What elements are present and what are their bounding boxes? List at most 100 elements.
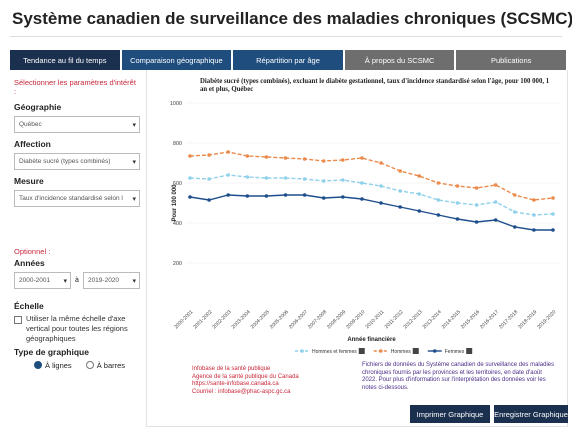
- data-point: [264, 176, 269, 180]
- data-point: [321, 159, 326, 163]
- checkbox[interactable]: [14, 316, 22, 324]
- data-point: [226, 173, 231, 177]
- select[interactable]: Québec: [14, 116, 140, 133]
- chart-title: Diabète sucré (types combinés), excluant…: [200, 78, 550, 93]
- x-tick-label: 2002-2003: [211, 309, 232, 330]
- data-point: [245, 175, 250, 179]
- data-point: [207, 153, 211, 157]
- data-point: [283, 176, 288, 180]
- series-line: [189, 194, 553, 231]
- label: Années: [14, 258, 45, 268]
- checkbox-row[interactable]: Utiliser la même échelle d'axe vertical …: [14, 314, 140, 344]
- data-point: [283, 193, 288, 197]
- select-value: Québec: [19, 121, 42, 128]
- x-tick-label: 2009-2010: [345, 309, 366, 330]
- x-tick-label: 2013-2014: [422, 309, 443, 330]
- data-point: [379, 201, 383, 205]
- source: Infobase de la santé publique Agence de …: [192, 366, 342, 396]
- data-point: [360, 197, 364, 201]
- data-point: [264, 155, 269, 159]
- select[interactable]: 2019-2020: [82, 272, 140, 289]
- x-tick-label: 2014-2015: [441, 309, 462, 330]
- data-point: [226, 150, 231, 154]
- y-tick-label: 200: [173, 261, 182, 267]
- data-point: [379, 161, 383, 165]
- button[interactable]: Imprimer Graphique: [410, 405, 490, 423]
- chart-title-box: Diabète sucré (types combinés), excluant…: [200, 78, 550, 93]
- source-line: Courriel : infobase@phac-aspc.gc.ca: [192, 388, 291, 395]
- data-point: [302, 177, 307, 181]
- data-point: [188, 195, 192, 199]
- legend-toggle[interactable]: [358, 348, 365, 354]
- radio[interactable]: À lignes: [34, 361, 72, 370]
- select[interactable]: Taux d'incidence standardisé selon l'âge: [14, 190, 140, 207]
- x-tick-label: 2012-2013: [403, 309, 424, 330]
- y-tick-label: 400: [173, 221, 182, 227]
- tab[interactable]: Comparaison géographique: [121, 50, 232, 70]
- x-tick-label: 2007-2008: [307, 309, 328, 330]
- tab[interactable]: Tendance au fil du temps: [10, 50, 120, 70]
- legend-toggle[interactable]: [466, 348, 473, 354]
- x-tick-label: 2006-2007: [288, 309, 309, 330]
- data-point: [474, 203, 479, 207]
- label: Mesure: [14, 176, 44, 186]
- page-title: Système canadien de surveillance des mal…: [12, 9, 572, 28]
- chart: Diabète sucré (types combinés), excluant…: [170, 78, 559, 355]
- label: Échelle: [14, 301, 44, 311]
- source-line: Agence de la santé publique du Canada: [192, 373, 299, 380]
- legend-marker: [300, 349, 304, 353]
- prompt: Sélectionner les paramètres d'intérêt :: [14, 78, 136, 96]
- select[interactable]: 2000-2001: [14, 272, 72, 289]
- data-point: [417, 209, 422, 213]
- data-point: [493, 183, 498, 187]
- source-line: https://sante-infobase.canada.ca: [192, 381, 279, 387]
- legend-toggle[interactable]: [412, 348, 419, 354]
- label: Type de graphique: [14, 347, 89, 357]
- data-point: [226, 193, 231, 197]
- data-point: [551, 196, 555, 200]
- y-tick-label: 1000: [170, 101, 182, 107]
- button[interactable]: Enregistrer Graphique: [494, 405, 568, 423]
- legend-label: Hommes et femmes: [312, 349, 357, 355]
- x-tick-label: 2004-2005: [250, 309, 271, 330]
- data-point: [493, 218, 498, 222]
- source-line: Infobase de la santé publique: [192, 366, 271, 372]
- x-tick-label: 2017-2018: [498, 309, 519, 330]
- data-point: [207, 198, 211, 202]
- data-point: [436, 181, 441, 185]
- y-axis-title: Pour 100 000: [172, 184, 178, 222]
- data-point: [341, 158, 345, 162]
- data-point: [512, 225, 517, 229]
- data-point: [302, 193, 307, 197]
- series-line: [189, 151, 554, 201]
- radio[interactable]: À barres: [85, 361, 126, 370]
- x-tick-label: 2015-2016: [460, 309, 481, 330]
- tab[interactable]: Publications: [456, 50, 566, 70]
- x-tick-label: 2000-2001: [173, 309, 194, 330]
- data-point: [379, 184, 383, 188]
- x-axis-title: Année financière: [347, 337, 396, 343]
- data-point: [417, 174, 422, 178]
- tab[interactable]: À propos du SCSMC: [344, 50, 455, 70]
- radio-label: À barres: [96, 361, 126, 370]
- tab[interactable]: Répartition par âge: [233, 50, 343, 70]
- select[interactable]: Diabète sucré (types combinés): [14, 153, 140, 170]
- data-point: [302, 157, 307, 161]
- legend-marker: [432, 349, 437, 353]
- data-point: [321, 179, 326, 183]
- data-point: [474, 220, 479, 224]
- select-value: 2019-2020: [87, 277, 120, 284]
- x-tick-label: 2011-2012: [384, 309, 405, 330]
- data-point: [264, 194, 269, 198]
- label: Géographie: [14, 102, 62, 112]
- data-point: [512, 193, 517, 197]
- data-point: [551, 212, 555, 216]
- radio-label: À lignes: [45, 361, 72, 370]
- data-point: [398, 189, 402, 193]
- select-value: Taux d'incidence standardisé selon l'âge: [19, 195, 123, 202]
- data-point: [398, 205, 402, 209]
- data-point: [245, 154, 250, 158]
- x-tick-label: 2016-2017: [479, 309, 500, 330]
- select-value: Diabète sucré (types combinés): [19, 158, 111, 165]
